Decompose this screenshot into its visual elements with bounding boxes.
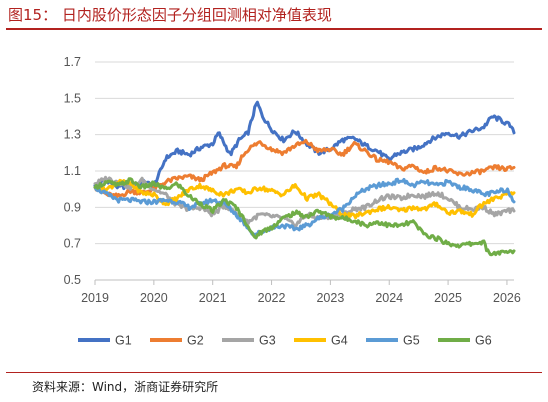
series-line-g4 [93,178,516,220]
axes: 0.5 0.7 0.9 1.1 1.3 1.5 1.7 2019 2020 2021 2022 202… [64,55,521,305]
y-tick-label: 1.3 [64,128,81,142]
y-tick-label: 1.7 [64,55,81,69]
x-tick-label: 2021 [199,291,227,305]
y-tick-label: 0.9 [64,200,81,214]
source-note: 资料来源：Wind，浙商证券研究所 [32,380,219,394]
line-chart: 0.5 0.7 0.9 1.1 1.3 1.5 1.7 2019 2020 2021 2022 202… [64,55,521,348]
legend-label-g2: G2 [187,334,204,348]
x-tick-label: 2020 [140,291,168,305]
series-lines [93,100,516,257]
legend-label-g5: G5 [403,334,420,348]
series-line-g2 [93,138,516,199]
footer-divider [6,372,542,373]
x-tick-label: 2019 [81,291,109,305]
x-tick-label: 2022 [258,291,286,305]
legend-label-g1: G1 [115,334,132,348]
title-divider [6,28,542,30]
series-line-g1 [93,100,516,191]
series-line-g6 [93,177,516,257]
x-tick-label: 2025 [434,291,462,305]
y-tick-label: 1.1 [64,164,81,178]
x-tick-label: 2024 [375,291,403,305]
legend-label-g4: G4 [331,334,348,348]
legend-label-g3: G3 [259,334,276,348]
x-tick-label: 2026 [493,291,521,305]
chart-title: 图15： 日内股价形态因子分组回测相对净值表现 [8,6,332,24]
legend: G1 G2 G3 G4 G5 G6 [78,334,492,348]
y-tick-label: 0.5 [64,273,81,287]
y-tick-label: 1.5 [64,91,81,105]
legend-label-g6: G6 [475,334,492,348]
x-tick-label: 2023 [316,291,344,305]
series-line-g5 [93,177,516,237]
y-tick-label: 0.7 [64,237,81,251]
gridlines [95,61,514,245]
